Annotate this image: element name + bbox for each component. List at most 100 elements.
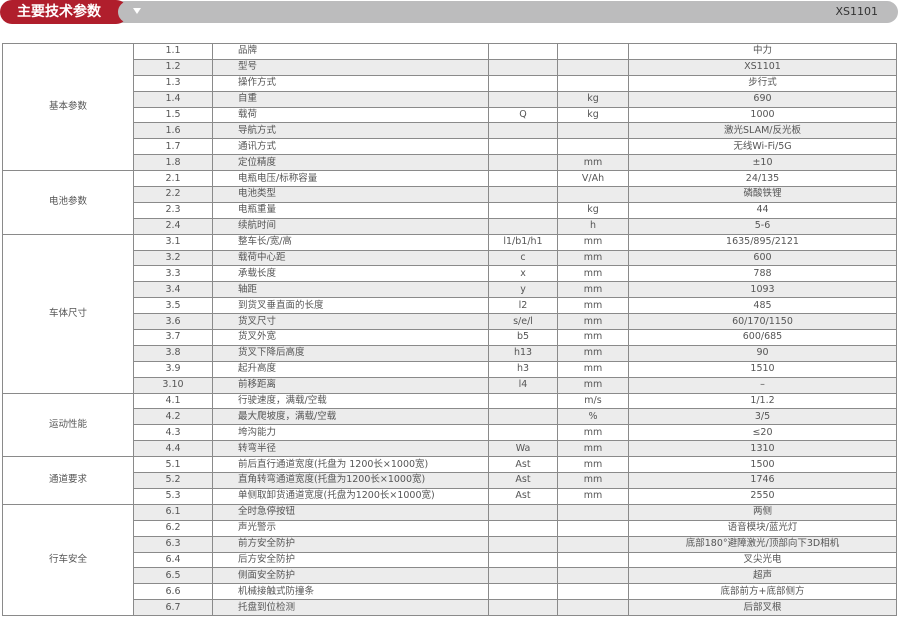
spec-symbol [488, 154, 558, 172]
spec-name: 电瓶重量 [212, 201, 489, 219]
spec-symbol: c [488, 249, 558, 267]
table-row: 电池参数 2.1 电瓶电压/标称容量 V/Ah 24/135 [2, 170, 897, 235]
spec-symbol: h3 [488, 360, 558, 378]
spec-unit: h [557, 217, 629, 235]
spec-value: 1093 [628, 281, 897, 299]
spec-number: 3.8 [133, 344, 213, 362]
table-row: 1.6 导航方式 激光SLAM/反光板 [3, 122, 897, 140]
spec-symbol: h13 [488, 344, 558, 362]
spec-symbol [488, 43, 558, 60]
table-row: 6.6 机械接触式防撞条 底部前方+底部侧方 [3, 583, 897, 601]
spec-unit [557, 551, 629, 569]
spec-symbol [488, 503, 558, 521]
spec-unit [557, 583, 629, 601]
spec-value: 激光SLAM/反光板 [628, 122, 897, 140]
spec-symbol: Ast [488, 456, 558, 474]
spec-symbol [488, 74, 558, 92]
spec-number: 3.1 [133, 233, 213, 251]
spec-number: 5.1 [133, 456, 213, 474]
spec-symbol [488, 599, 558, 617]
spec-number: 4.3 [133, 424, 213, 442]
spec-number: 3.6 [133, 313, 213, 331]
spec-value: XS1101 [628, 58, 897, 76]
spec-number: 5.3 [133, 487, 213, 505]
spec-symbol: s/e/l [488, 313, 558, 331]
table-row: 1.2 型号 XS1101 [3, 58, 897, 76]
spec-number: 5.2 [133, 472, 213, 489]
table-row: 6.4 后方安全防护 叉尖光电 [3, 551, 897, 569]
spec-value: 788 [628, 265, 897, 283]
spec-name: 转弯半径 [212, 440, 489, 458]
spec-name: 型号 [212, 58, 489, 76]
spec-name: 声光警示 [212, 519, 489, 537]
spec-unit: mm [557, 360, 629, 378]
table-row: 6.3 前方安全防护 底部180°避障激光/顶部向下3D相机 [3, 535, 897, 553]
spec-unit: mm [557, 313, 629, 331]
spec-value: 2550 [628, 487, 897, 505]
spec-symbol [488, 583, 558, 601]
spec-symbol: l2 [488, 297, 558, 315]
spec-unit [557, 503, 629, 521]
spec-number: 3.5 [133, 297, 213, 315]
section-header: 主要技术参数 XS1101 [0, 0, 898, 24]
spec-name: 电池类型 [212, 186, 489, 203]
spec-value: 60/170/1150 [628, 313, 897, 331]
spec-number: 6.7 [133, 599, 213, 617]
spec-value: ±10 [628, 154, 897, 172]
spec-name: 垮沟能力 [212, 424, 489, 442]
spec-value: 无线Wi-Fi/5G [628, 138, 897, 156]
spec-value: 1746 [628, 472, 897, 489]
table-row: 3.8 货叉下降后高度 h13 mm 90 [3, 344, 897, 362]
spec-value: 1000 [628, 106, 897, 124]
spec-symbol [488, 58, 558, 76]
spec-name: 载荷 [212, 106, 489, 124]
spec-number: 4.2 [133, 408, 213, 426]
table-row: 6.7 托盘到位检测 后部叉根 [3, 599, 897, 617]
spec-value: 两侧 [628, 503, 897, 521]
spec-value: 690 [628, 90, 897, 108]
table-row: 3.6 货叉尺寸 s/e/l mm 60/170/1150 [3, 313, 897, 331]
spec-number: 4.1 [133, 392, 213, 410]
table-row: 4.3 垮沟能力 mm ≤20 [3, 424, 897, 442]
table-row: 3.10 前移距离 l4 mm – [3, 376, 897, 394]
spec-symbol [488, 519, 558, 537]
spec-unit: mm [557, 265, 629, 283]
table-row: 1.4 自重 kg 690 [3, 90, 897, 108]
spec-unit [557, 567, 629, 585]
spec-number: 3.7 [133, 329, 213, 346]
spec-value: 叉尖光电 [628, 551, 897, 569]
spec-value: 底部前方+底部侧方 [628, 583, 897, 601]
spec-unit [557, 599, 629, 617]
chevron-down-icon[interactable] [133, 8, 141, 14]
table-row: 3.5 到货叉垂直面的长度 l2 mm 485 [3, 297, 897, 315]
spec-value: 24/135 [628, 170, 897, 188]
table-row: 1.7 通讯方式 无线Wi-Fi/5G [3, 138, 897, 156]
spec-number: 6.3 [133, 535, 213, 553]
spec-symbol [488, 90, 558, 108]
spec-symbol: l4 [488, 376, 558, 394]
table-row: 3.2 载荷中心距 c mm 600 [3, 249, 897, 267]
table-row: 4.4 转弯半径 Wa mm 1310 [3, 440, 897, 458]
spec-name: 载荷中心距 [212, 249, 489, 267]
spec-symbol [488, 138, 558, 156]
spec-name: 操作方式 [212, 74, 489, 92]
spec-unit: kg [557, 90, 629, 108]
spec-name: 整车长/宽/高 [212, 233, 489, 251]
spec-number: 3.3 [133, 265, 213, 283]
spec-name: 货叉外宽 [212, 329, 489, 346]
spec-value: 1/1.2 [628, 392, 897, 410]
spec-symbol: Ast [488, 472, 558, 489]
spec-number: 3.9 [133, 360, 213, 378]
spec-name: 自重 [212, 90, 489, 108]
table-row: 5.3 单侧取卸货通道宽度(托盘为1200长×1000宽) Ast mm 2550 [3, 487, 897, 505]
spec-value: 语音模块/蓝光灯 [628, 519, 897, 537]
spec-value: 44 [628, 201, 897, 219]
spec-value: 5-6 [628, 217, 897, 235]
spec-unit: mm [557, 297, 629, 315]
spec-value: 磷酸铁锂 [628, 186, 897, 203]
table-row: 2.3 电瓶重量 kg 44 [3, 201, 897, 219]
table-row: 3.9 起升高度 h3 mm 1510 [3, 360, 897, 378]
spec-number: 1.7 [133, 138, 213, 156]
category-cell: 车体尺寸 [2, 233, 134, 394]
